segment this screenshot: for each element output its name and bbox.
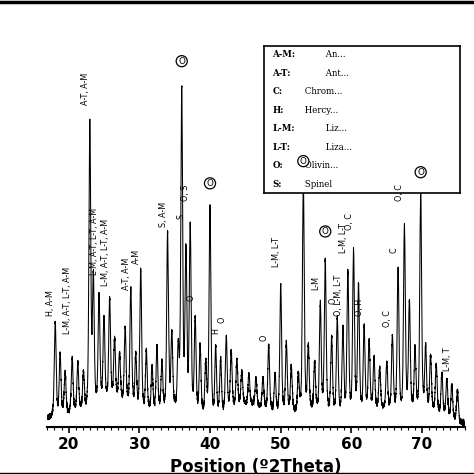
Text: L-M, L-T: L-M, L-T — [272, 237, 281, 267]
Text: L-M, A-T, L-T, A-M: L-M, A-T, L-T, A-M — [63, 267, 72, 334]
Text: O, S: O, S — [181, 184, 190, 201]
Text: O: O — [260, 335, 269, 341]
Text: O: O — [217, 317, 226, 323]
Text: O: O — [178, 57, 185, 66]
Text: L-M, L-T: L-M, L-T — [339, 223, 348, 253]
Text: O: O — [207, 179, 213, 188]
Text: H, A-M: H, A-M — [46, 290, 55, 316]
Text: H: H — [211, 328, 220, 334]
Text: O: O — [322, 227, 328, 236]
Text: L-M: L-M — [311, 276, 320, 290]
Text: S, A-M: S, A-M — [159, 201, 168, 227]
Text: A-M: A-M — [132, 248, 141, 264]
Text: O, C: O, C — [345, 213, 354, 230]
Text: O: O — [328, 298, 337, 304]
Text: O: O — [186, 294, 195, 301]
Text: O, C: O, C — [383, 310, 392, 327]
Text: L-M, A-T, L-T, A-M: L-M, A-T, L-T, A-M — [90, 208, 99, 275]
Text: A-T, A-M: A-T, A-M — [81, 73, 90, 105]
Text: O, C: O, C — [395, 184, 404, 201]
Text: O: O — [300, 156, 307, 165]
Text: O, H: O, H — [355, 299, 364, 316]
Text: O, L-M, L-T: O, L-M, L-T — [334, 274, 343, 316]
Text: L-M, T: L-M, T — [443, 347, 452, 371]
Text: S: S — [177, 214, 186, 219]
Text: O: O — [417, 168, 424, 177]
X-axis label: Position (º2Theta): Position (º2Theta) — [170, 457, 342, 474]
Text: A-T, A-M: A-T, A-M — [122, 257, 131, 290]
Text: L-M, A-T, L-T, A-M: L-M, A-T, L-T, A-M — [100, 219, 109, 286]
Text: C: C — [389, 247, 398, 253]
